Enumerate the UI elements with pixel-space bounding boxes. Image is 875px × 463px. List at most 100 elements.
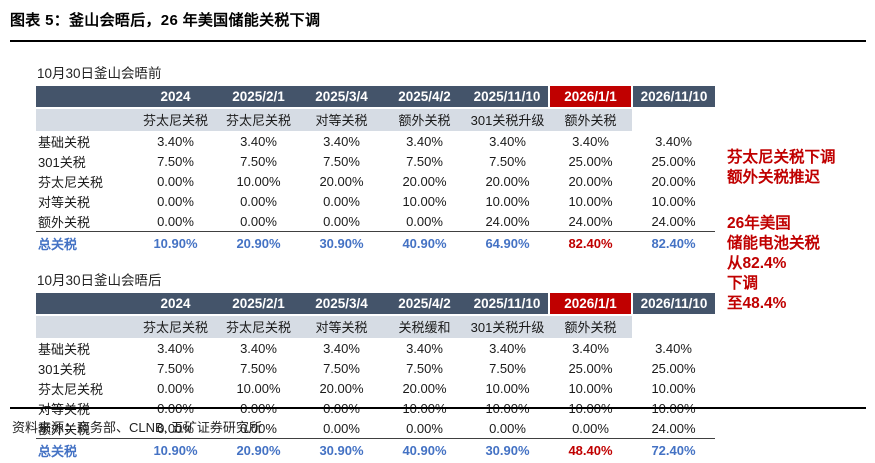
total-value-cell: 30.90%	[300, 232, 383, 257]
tariff-value-cell: 25.00%	[632, 151, 715, 171]
subheader-corner-cell	[36, 108, 134, 131]
table-title-after: 10月30日釜山会晤后	[37, 269, 715, 289]
column-header-date: 2025/2/1	[217, 293, 300, 315]
table-title-before: 10月30日釜山会晤前	[37, 62, 715, 82]
row-label: 301关税	[36, 358, 134, 378]
annotation-line: 26年美国	[727, 214, 820, 234]
column-subheader-tariff-type: 对等关税	[300, 315, 383, 338]
footer-divider	[10, 407, 866, 409]
annotation-storage-tariff-cut: 26年美国 储能电池关税 从82.4% 下调 至48.4%	[727, 214, 820, 314]
tariff-value-cell: 3.40%	[549, 338, 632, 358]
tariff-value-cell: 3.40%	[466, 131, 549, 151]
tariff-value-cell: 10.00%	[217, 378, 300, 398]
column-header-date: 2026/1/1	[549, 293, 632, 315]
row-label: 基础关税	[36, 338, 134, 358]
column-header-date: 2025/11/10	[466, 293, 549, 315]
total-row-label: 总关税	[36, 232, 134, 257]
tariff-value-cell: 3.40%	[383, 131, 466, 151]
tariff-value-cell: 0.00%	[217, 191, 300, 211]
annotation-line: 下调	[727, 274, 820, 294]
title-divider	[10, 40, 866, 42]
annotation-line: 储能电池关税	[727, 234, 820, 254]
column-header-date: 2026/1/1	[549, 86, 632, 108]
total-value-cell: 64.90%	[466, 232, 549, 257]
tariff-value-cell: 10.00%	[549, 191, 632, 211]
row-label: 芬太尼关税	[36, 171, 134, 191]
column-subheader-tariff-type: 芬太尼关税	[217, 108, 300, 131]
tariff-value-cell: 7.50%	[300, 358, 383, 378]
tariff-value-cell: 24.00%	[466, 211, 549, 232]
figure-title: 图表 5：釜山会晤后，26 年美国储能关税下调	[10, 9, 320, 30]
column-subheader-tariff-type: 对等关税	[300, 108, 383, 131]
tariff-value-cell: 24.00%	[632, 418, 715, 439]
corner-cell	[36, 86, 134, 108]
tariff-value-cell: 0.00%	[466, 418, 549, 439]
tariff-value-cell: 20.00%	[466, 171, 549, 191]
annotation-fentanyl-tariff: 芬太尼关税下调 额外关税推迟	[727, 148, 836, 188]
tariff-value-cell: 0.00%	[300, 191, 383, 211]
annotation-line: 额外关税推迟	[727, 168, 836, 188]
tariff-value-cell: 25.00%	[549, 358, 632, 378]
tariff-value-cell: 10.00%	[632, 191, 715, 211]
column-subheader-tariff-type: 额外关税	[549, 315, 632, 338]
tariff-value-cell: 24.00%	[549, 211, 632, 232]
column-header-date: 2025/11/10	[466, 86, 549, 108]
total-value-cell: 30.90%	[466, 439, 549, 463]
tariff-value-cell: 3.40%	[300, 131, 383, 151]
tariff-value-cell: 0.00%	[134, 378, 217, 398]
column-header-date: 2026/11/10	[632, 293, 715, 315]
total-value-cell: 72.40%	[632, 439, 715, 463]
tariff-value-cell: 3.40%	[217, 338, 300, 358]
tariff-value-cell: 24.00%	[632, 211, 715, 232]
column-header-date: 2025/3/4	[300, 86, 383, 108]
tariff-value-cell: 20.00%	[549, 171, 632, 191]
total-value-cell: 82.40%	[549, 232, 632, 257]
tariff-value-cell: 20.00%	[632, 171, 715, 191]
row-label: 芬太尼关税	[36, 378, 134, 398]
annotation-line: 从82.4%	[727, 254, 820, 274]
column-header-date: 2024	[134, 293, 217, 315]
tariff-value-cell: 7.50%	[217, 151, 300, 171]
tariff-value-cell: 20.00%	[300, 378, 383, 398]
tariff-value-cell: 7.50%	[217, 358, 300, 378]
tariff-value-cell: 3.40%	[466, 338, 549, 358]
tariff-value-cell: 10.00%	[466, 191, 549, 211]
total-value-cell: 10.90%	[134, 439, 217, 463]
tariff-value-cell: 7.50%	[134, 151, 217, 171]
column-header-date: 2025/2/1	[217, 86, 300, 108]
column-subheader-tariff-type: 额外关税	[383, 108, 466, 131]
total-value-cell: 20.90%	[217, 439, 300, 463]
row-label: 对等关税	[36, 191, 134, 211]
tariff-value-cell: 7.50%	[383, 358, 466, 378]
tariff-value-cell: 7.50%	[466, 151, 549, 171]
tariff-value-cell: 0.00%	[134, 211, 217, 232]
tariff-value-cell: 10.00%	[549, 378, 632, 398]
total-value-cell: 20.90%	[217, 232, 300, 257]
tariff-value-cell: 25.00%	[549, 151, 632, 171]
total-value-cell: 40.90%	[383, 439, 466, 463]
corner-cell	[36, 293, 134, 315]
row-label: 基础关税	[36, 131, 134, 151]
annotation-line: 至48.4%	[727, 294, 820, 314]
tariff-value-cell: 0.00%	[549, 418, 632, 439]
column-subheader-tariff-type: 301关税升级	[466, 315, 549, 338]
column-header-date: 2025/4/2	[383, 293, 466, 315]
tariff-value-cell: 0.00%	[300, 418, 383, 439]
tariff-value-cell: 10.00%	[217, 171, 300, 191]
tariff-value-cell: 10.00%	[383, 191, 466, 211]
tariff-value-cell: 0.00%	[134, 191, 217, 211]
tariff-value-cell: 0.00%	[383, 418, 466, 439]
column-subheader-tariff-type: 301关税升级	[466, 108, 549, 131]
tariff-value-cell: 20.00%	[300, 171, 383, 191]
tariff-value-cell: 0.00%	[134, 171, 217, 191]
